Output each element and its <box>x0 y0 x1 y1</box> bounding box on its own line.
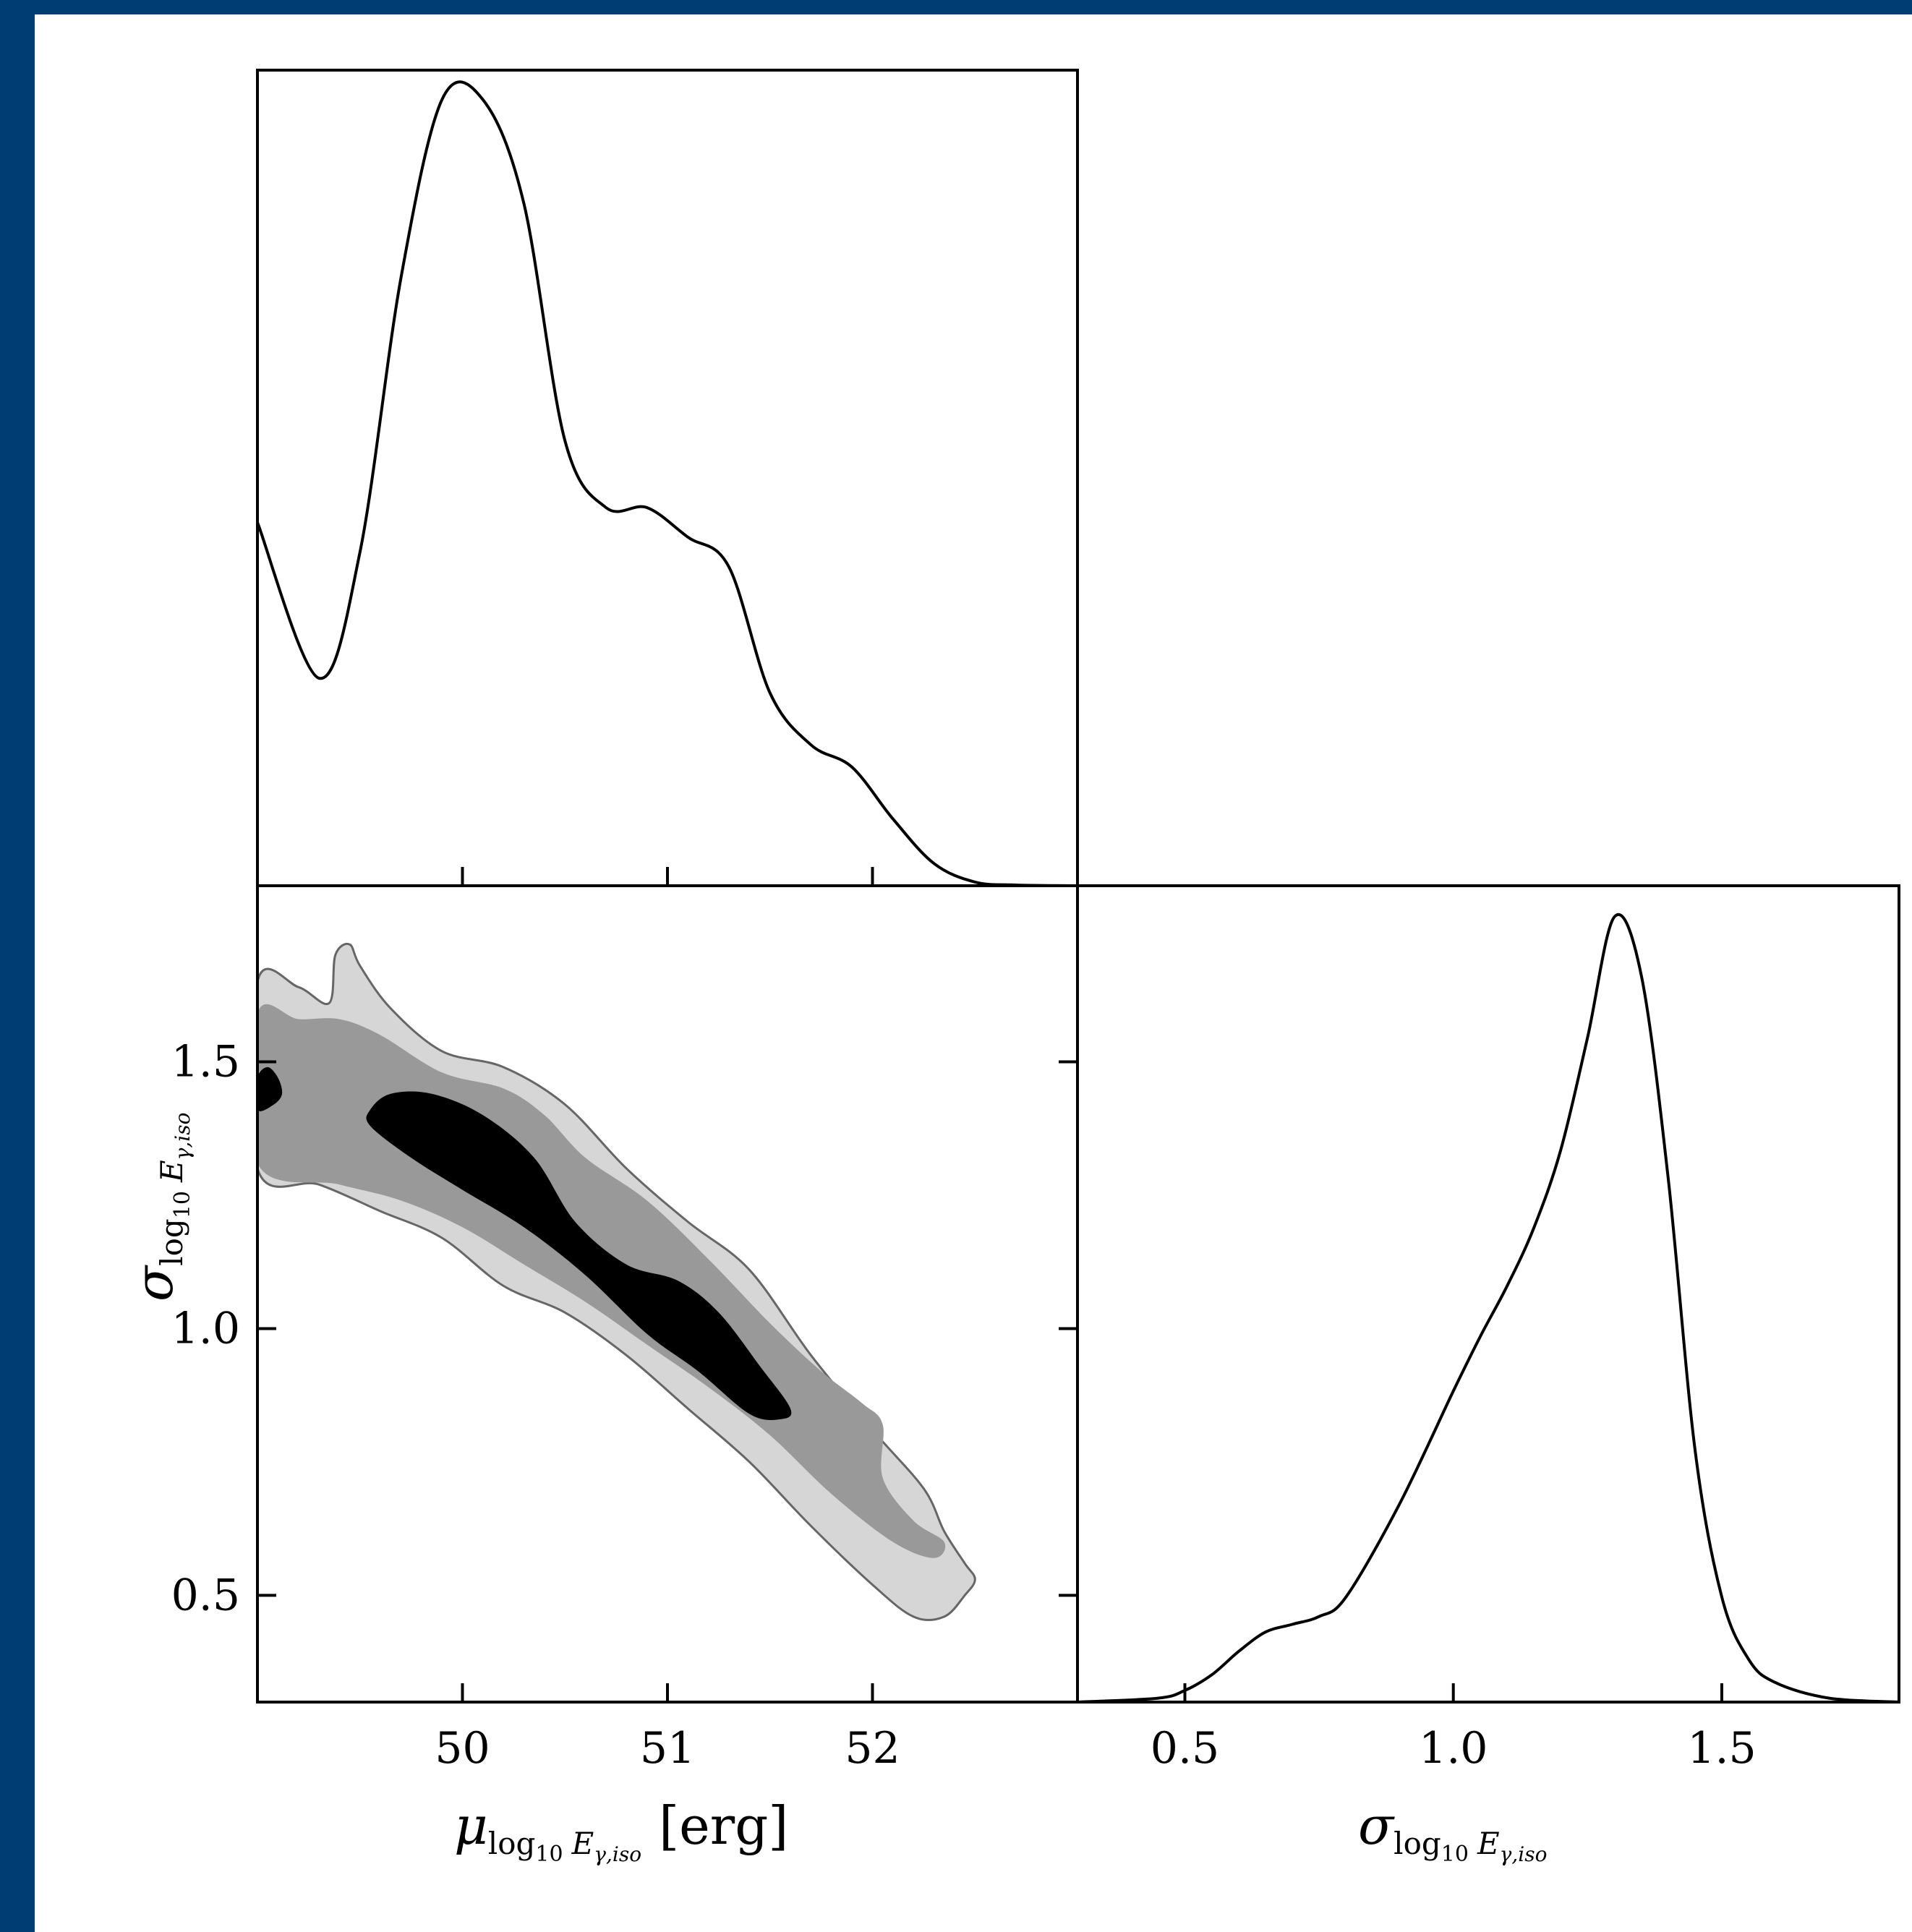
y-tick-label-joint-0.5: 0.5 <box>171 1570 240 1620</box>
sigma-marginal-curve <box>1077 912 1900 1704</box>
panel-sigma-frame <box>1076 884 1900 1704</box>
joint-ticks: 50 51 52 0.5 1.0 1.5 <box>171 1037 1077 1774</box>
x-tick-label-sigma-1.0: 1.0 <box>1419 1723 1488 1774</box>
y-axis-label-sigma: σlog10Eγ,iso <box>124 1113 195 1301</box>
x-tick-label-joint-52: 52 <box>845 1723 900 1774</box>
y-tick-label-joint-1.5: 1.5 <box>171 1037 240 1087</box>
contour-inner-region <box>366 1091 792 1421</box>
x-tick-label-joint-50: 50 <box>435 1723 490 1774</box>
panel-joint: 50 51 52 0.5 1.0 1.5 <box>171 884 1079 1774</box>
x-axis-label-mu: μlog10 Eγ,iso [erg] <box>454 1795 788 1867</box>
mu-marginal-curve <box>256 80 1078 887</box>
panel-marginal-mu <box>256 69 1079 887</box>
sigma-ticks: 0.5 1.0 1.5 <box>1151 1683 1757 1774</box>
mu-top-ticks <box>461 867 874 886</box>
panel-mu-frame <box>256 69 1079 887</box>
x-tick-label-sigma-0.5: 0.5 <box>1151 1723 1219 1774</box>
figure-canvas: 50 51 52 0.5 1.0 1.5 0.5 1.0 1.5 μlog10 Eγ,iso [e… <box>35 14 1912 1932</box>
panel-marginal-sigma: 0.5 1.0 1.5 <box>1076 884 1900 1774</box>
y-tick-label-joint-1.0: 1.0 <box>171 1303 240 1354</box>
x-tick-label-sigma-1.5: 1.5 <box>1687 1723 1756 1774</box>
x-axis-label-sigma: σlog10 Eγ,iso <box>1358 1795 1547 1867</box>
x-tick-label-joint-51: 51 <box>640 1723 695 1774</box>
contour-inner-left-region <box>257 1067 283 1111</box>
corner-plot: 50 51 52 0.5 1.0 1.5 0.5 1.0 1.5 μlog10 Eγ,iso [e… <box>124 69 1900 1867</box>
